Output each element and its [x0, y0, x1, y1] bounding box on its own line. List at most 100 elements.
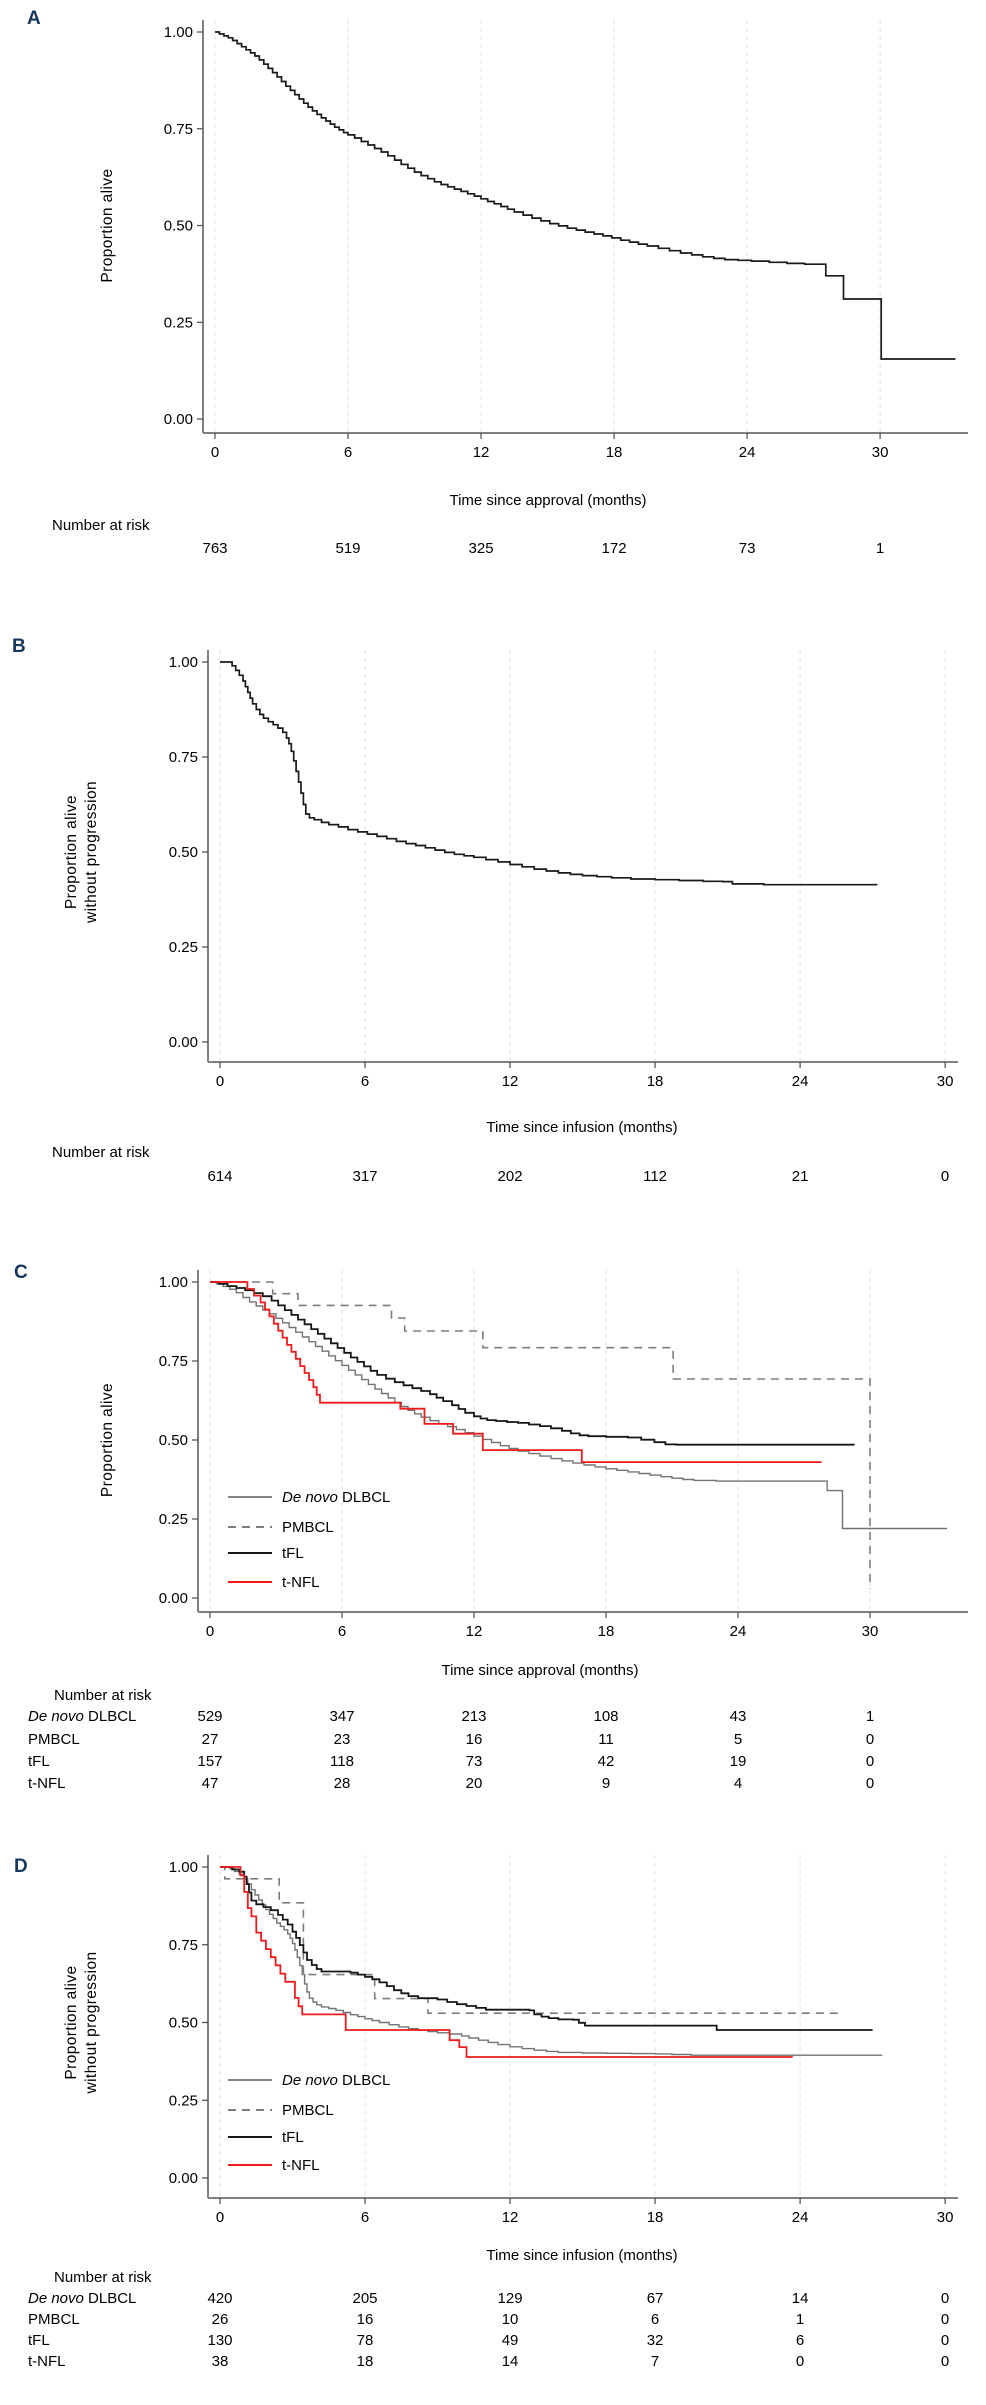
y-tick-label: 0.50 — [159, 1432, 188, 1449]
panel-a-chart: 0.00 0.25 0.50 0.75 1.00 0 6 12 18 24 30 Proportion… — [52, 20, 968, 557]
risk-count: 108 — [593, 1708, 618, 1725]
x-tick-label: 30 — [862, 1623, 879, 1640]
risk-count: 0 — [866, 1775, 874, 1792]
risk-count: 0 — [941, 2353, 949, 2370]
number-at-risk-heading: Number at risk — [54, 1687, 152, 1704]
risk-row-label-1: PMBCL — [28, 2311, 80, 2328]
km-curve-pmbcl — [210, 1281, 871, 1589]
risk-count: 172 — [602, 540, 627, 557]
risk-count: 213 — [461, 1708, 486, 1725]
x-tick-label: 12 — [502, 2209, 519, 2226]
x-tick-label: 24 — [730, 1623, 747, 1640]
legend-label-de-novo-dlbcl: De novo DLBCL — [282, 1489, 390, 1506]
risk-count: 23 — [334, 1731, 351, 1748]
risk-count: 130 — [207, 2332, 232, 2349]
x-axis-title: Time since approval (months) — [441, 1662, 638, 1679]
risk-count: 129 — [498, 2290, 523, 2307]
km-curve-t-nfl — [210, 1281, 822, 1463]
risk-count: 202 — [498, 1168, 523, 1185]
risk-count: 14 — [502, 2353, 519, 2370]
risk-count: 614 — [207, 1168, 232, 1185]
risk-count: 32 — [647, 2332, 664, 2349]
risk-count: 6 — [796, 2332, 804, 2349]
risk-count: 0 — [941, 1168, 949, 1185]
y-tick-label: 0.50 — [164, 218, 193, 235]
risk-row-label-0: De novo DLBCL — [28, 2290, 136, 2307]
x-tick-label: 24 — [792, 2209, 809, 2226]
panel-d-chart: 0.00 0.25 0.50 0.75 1.00 0 6 12 18 24 30 Proportion… — [28, 1855, 958, 2370]
km-curve-pmbcl — [220, 1866, 844, 2014]
risk-count: 6 — [651, 2311, 659, 2328]
y-tick-label: 1.00 — [169, 1859, 198, 1876]
x-tick-label: 6 — [344, 444, 352, 461]
km-curve-tfl — [210, 1281, 855, 1446]
x-tick-label: 0 — [216, 1073, 224, 1090]
risk-count: 7 — [651, 2353, 659, 2370]
y-tick-label: 0.75 — [164, 121, 193, 138]
risk-count: 205 — [353, 2290, 378, 2307]
legend-label-de-novo-dlbcl: De novo DLBCL — [282, 2072, 390, 2089]
risk-count: 529 — [197, 1708, 222, 1725]
km-curve-overall — [215, 31, 956, 360]
panel-label-c: C — [14, 1262, 28, 1283]
x-tick-label: 24 — [792, 1073, 809, 1090]
panel-b-chart: 0.00 0.25 0.50 0.75 1.00 0 6 12 18 24 30 Proportion… — [52, 650, 958, 1185]
risk-count: 10 — [502, 2311, 519, 2328]
risk-count: 347 — [329, 1708, 354, 1725]
legend-label-tfl: tFL — [282, 1545, 304, 1562]
x-tick-label: 30 — [872, 444, 889, 461]
risk-count: 73 — [739, 540, 756, 557]
km-curve-de-novo-dlbcl — [210, 1281, 947, 1530]
legend-label-pmbcl: PMBCL — [282, 1519, 334, 1536]
risk-count: 19 — [730, 1753, 747, 1770]
panel-c-overall-survival-by-histology: C 0.00 0.25 0.50 0.75 1.00 0 6 12 18 24 30 Proporti… — [0, 1200, 986, 1810]
y-tick-label: 0.00 — [169, 1034, 198, 1051]
y-tick-label: 0.00 — [159, 1590, 188, 1607]
risk-count: 420 — [207, 2290, 232, 2307]
panel-label-b: B — [12, 636, 26, 657]
risk-count: 47 — [202, 1775, 219, 1792]
y-tick-label: 0.00 — [169, 2170, 198, 2187]
y-axis-title-line-1: Proportion alive — [99, 1383, 116, 1497]
risk-row-label-2: tFL — [28, 1753, 50, 1770]
x-tick-label: 30 — [937, 1073, 954, 1090]
risk-count: 1 — [876, 540, 884, 557]
risk-count: 18 — [357, 2353, 374, 2370]
risk-count: 67 — [647, 2290, 664, 2307]
risk-count: 38 — [212, 2353, 229, 2370]
number-at-risk-heading: Number at risk — [52, 1144, 150, 1161]
legend-label-pmbcl: PMBCL — [282, 2102, 334, 2119]
x-tick-label: 18 — [598, 1623, 615, 1640]
risk-count: 21 — [792, 1168, 809, 1185]
risk-count: 73 — [466, 1753, 483, 1770]
risk-row-label-0: De novo DLBCL — [28, 1708, 136, 1725]
risk-count: 16 — [466, 1731, 483, 1748]
risk-count: 43 — [730, 1708, 747, 1725]
legend-label-tfl: tFL — [282, 2129, 304, 2146]
risk-count: 27 — [202, 1731, 219, 1748]
risk-count: 317 — [353, 1168, 378, 1185]
risk-row-label-3: t-NFL — [28, 1775, 66, 1792]
risk-count: 1 — [866, 1708, 874, 1725]
y-tick-label: 0.75 — [169, 1937, 198, 1954]
risk-row-label-3: t-NFL — [28, 2353, 66, 2370]
y-tick-label: 1.00 — [164, 24, 193, 41]
x-tick-label: 24 — [739, 444, 756, 461]
panel-d-progression-free-survival-by-histology: D 0.00 0.25 0.50 0.75 1.00 0 6 12 18 24 30 Proporti… — [0, 1810, 986, 2405]
x-tick-label: 0 — [216, 2209, 224, 2226]
km-curve-de-novo-dlbcl — [220, 1866, 883, 2056]
km-curve-tfl — [220, 1866, 873, 2031]
risk-count: 4 — [734, 1775, 742, 1792]
panel-b-progression-free-survival: B 0.00 0.25 0.50 0.75 1.00 0 6 12 18 24 30 Proporti… — [0, 600, 986, 1200]
x-tick-label: 6 — [338, 1623, 346, 1640]
y-tick-label: 0.25 — [159, 1511, 188, 1528]
y-axis-title-line-1: Proportion alive — [99, 168, 116, 282]
risk-count: 11 — [598, 1731, 614, 1748]
y-tick-label: 0.25 — [169, 2092, 198, 2109]
risk-count: 0 — [941, 2290, 949, 2307]
x-tick-label: 18 — [606, 444, 623, 461]
x-tick-label: 30 — [937, 2209, 954, 2226]
risk-count: 78 — [357, 2332, 374, 2349]
risk-row-label-1: PMBCL — [28, 1731, 80, 1748]
